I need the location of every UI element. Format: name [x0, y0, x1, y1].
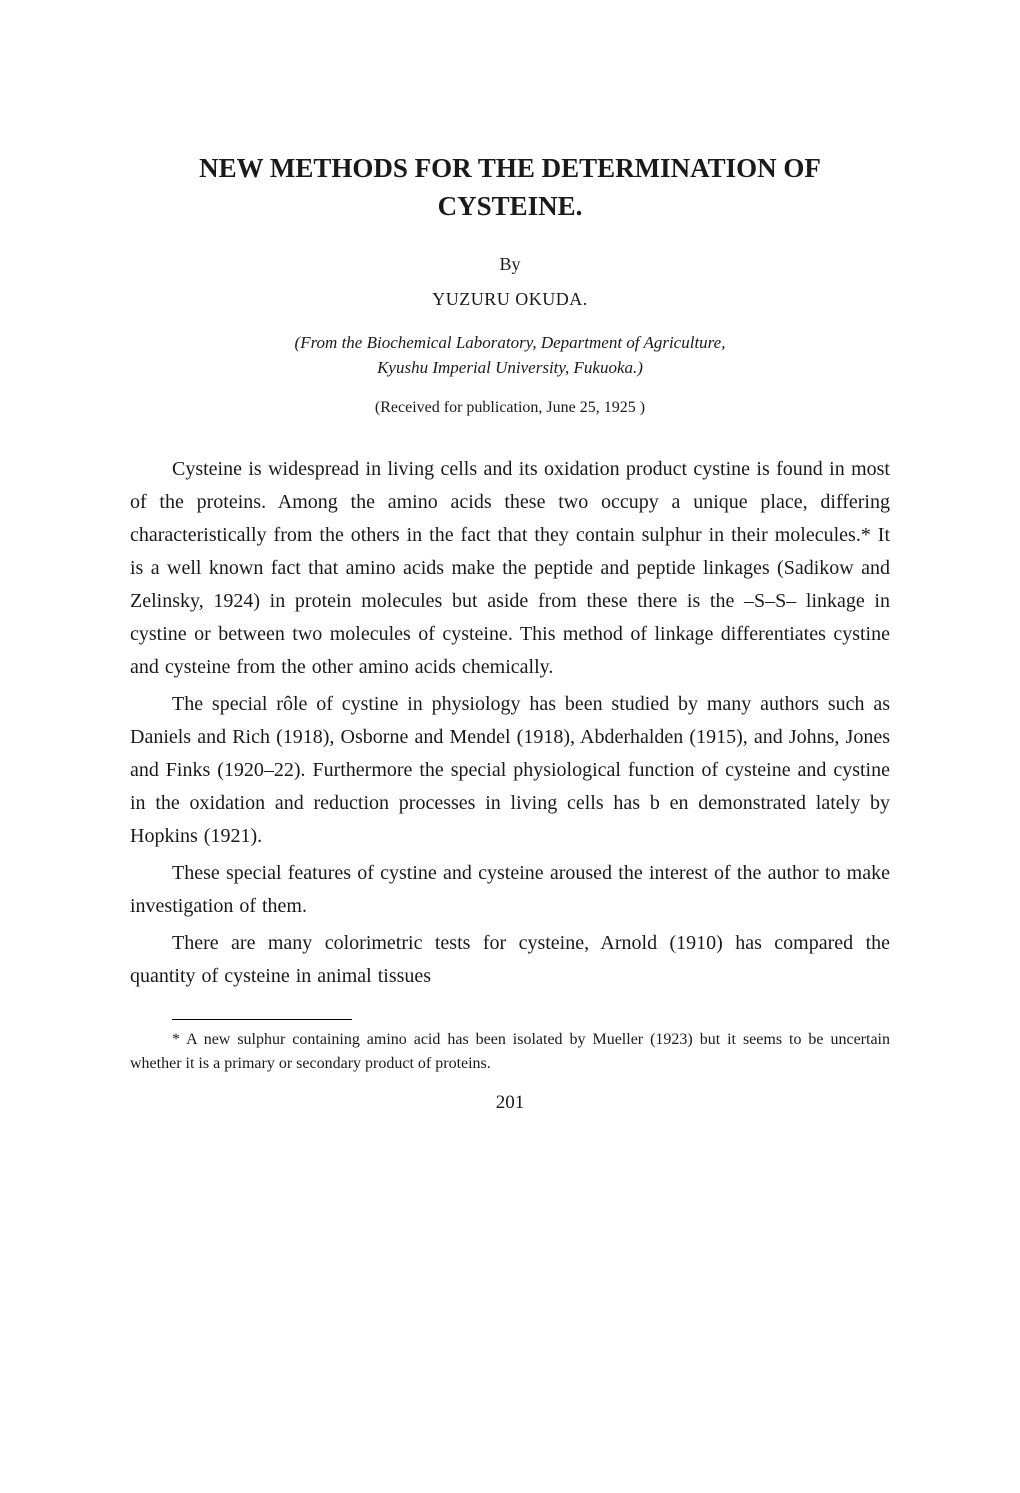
received-date: (Received for publication, June 25, 1925… — [130, 399, 890, 417]
body-paragraph-3: These special features of cystine and cy… — [130, 857, 890, 923]
footnote-text: * A new sulphur containing amino acid ha… — [130, 1028, 890, 1076]
body-paragraph-4: There are many colorimetric tests for cy… — [130, 927, 890, 993]
footnote-divider — [172, 1019, 352, 1020]
body-paragraph-2: The special rôle of cystine in physiolog… — [130, 688, 890, 853]
body-paragraph-1: Cysteine is widespread in living cells a… — [130, 453, 890, 684]
affiliation: (From the Biochemical Laboratory, Depart… — [130, 330, 890, 381]
paper-title: NEW METHODS FOR THE DETERMINATION OF CYS… — [130, 150, 890, 226]
author-name: YUZURU OKUDA. — [130, 289, 890, 310]
page-number: 201 — [130, 1092, 890, 1114]
affiliation-line-2: Kyushu Imperial University, Fukuoka.) — [377, 358, 643, 377]
affiliation-line-1: (From the Biochemical Laboratory, Depart… — [295, 333, 726, 352]
byline: By — [130, 254, 890, 275]
